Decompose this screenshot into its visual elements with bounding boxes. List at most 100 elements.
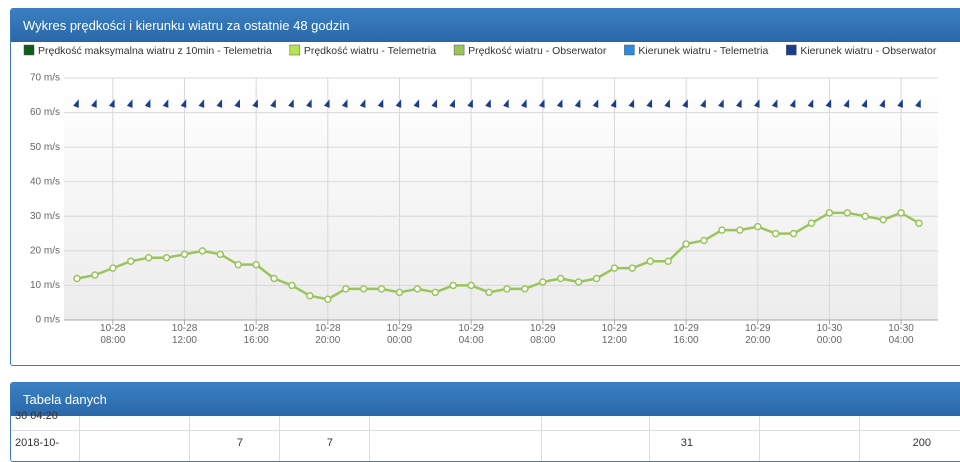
data-point bbox=[270, 274, 278, 283]
x-tick-label: 10-29 12:00 bbox=[601, 323, 628, 346]
direction-arrow bbox=[126, 99, 133, 108]
chart: Prędkość maksymalna wiatru z 10min - Tel… bbox=[23, 44, 938, 326]
row-divider bbox=[11, 430, 960, 431]
direction-arrow bbox=[789, 99, 796, 108]
data-point bbox=[897, 209, 905, 217]
legend-label: Prędkość maksymalna wiatru z 10min - Tel… bbox=[38, 45, 272, 57]
data-point bbox=[807, 219, 816, 227]
data-point bbox=[341, 285, 350, 293]
data-point bbox=[628, 264, 637, 272]
direction-arrow bbox=[538, 99, 545, 108]
x-tick-label: 10-29 08:00 bbox=[529, 323, 556, 346]
data-point bbox=[306, 292, 314, 300]
x-tick-label: 10-29 04:00 bbox=[458, 323, 484, 346]
x-tick-label: 10-30 00:00 bbox=[816, 323, 843, 346]
direction-arrow bbox=[306, 99, 312, 108]
direction-arrow bbox=[753, 99, 760, 108]
direction-arrow bbox=[915, 99, 921, 108]
direction-arrow bbox=[485, 99, 491, 108]
data-point bbox=[521, 285, 529, 293]
table-divider bbox=[189, 416, 190, 461]
y-tick-label: 0 m/s bbox=[36, 315, 60, 326]
page: Wykres prędkości i kierunku wiatru za os… bbox=[10, 8, 960, 462]
data-point bbox=[377, 285, 386, 293]
direction-arrow bbox=[771, 99, 778, 108]
x-tick-label: 10-28 12:00 bbox=[171, 323, 198, 346]
data-point bbox=[646, 257, 655, 265]
direction-arrow bbox=[359, 99, 366, 108]
direction-arrow bbox=[879, 99, 885, 108]
legend-swatch bbox=[23, 44, 35, 56]
direction-arrow bbox=[180, 99, 187, 108]
direction-arrow bbox=[664, 99, 670, 108]
data-point bbox=[861, 212, 870, 221]
data-point bbox=[754, 222, 762, 231]
direction-arrow bbox=[628, 99, 635, 108]
x-tick-label: 10-28 16:00 bbox=[243, 323, 269, 346]
panel-title: Wykres prędkości i kierunku wiatru za os… bbox=[11, 9, 960, 42]
data-point bbox=[843, 209, 852, 217]
direction-arrow bbox=[395, 99, 402, 108]
direction-arrow bbox=[610, 99, 617, 108]
y-tick-label: 70 m/s bbox=[30, 73, 60, 84]
y-tick-label: 60 m/s bbox=[30, 107, 60, 118]
direction-arrow bbox=[234, 99, 241, 108]
direction-arrow bbox=[467, 99, 473, 108]
direction-arrow bbox=[341, 99, 348, 108]
direction-arrow bbox=[323, 99, 330, 108]
table-divider bbox=[649, 416, 650, 461]
data-point bbox=[109, 264, 117, 272]
legend-swatch bbox=[624, 44, 635, 56]
data-point bbox=[539, 278, 547, 286]
x-tick-label: 10-29 16:00 bbox=[673, 323, 699, 346]
y-tick-label: 30 m/s bbox=[30, 211, 60, 222]
direction-arrow bbox=[736, 99, 742, 108]
data-point bbox=[915, 219, 923, 227]
x-tick-label: 10-29 00:00 bbox=[386, 323, 413, 346]
data-point bbox=[503, 285, 511, 293]
table-divider bbox=[541, 416, 542, 461]
direction-arrow bbox=[807, 99, 814, 108]
x-tick-label: 10-28 20:00 bbox=[315, 323, 341, 346]
direction-arrow bbox=[377, 99, 384, 108]
data-point bbox=[789, 229, 798, 238]
table-divider bbox=[79, 416, 80, 461]
data-point bbox=[879, 215, 887, 224]
table-cell: 2018-10- bbox=[15, 437, 60, 449]
data-point bbox=[91, 271, 99, 279]
data-point bbox=[718, 226, 726, 234]
x-tick-label: 10-30 04:00 bbox=[888, 323, 914, 346]
data-point bbox=[467, 281, 475, 290]
data-point bbox=[180, 250, 189, 259]
data-point bbox=[771, 229, 780, 238]
direction-arrow bbox=[825, 99, 832, 108]
direction-arrow bbox=[861, 99, 868, 108]
direction-arrow bbox=[288, 99, 294, 108]
data-point bbox=[216, 250, 225, 259]
direction-arrow bbox=[413, 99, 420, 108]
direction-arrow bbox=[73, 99, 79, 108]
direction-arrow bbox=[592, 99, 599, 108]
direction-arrow bbox=[503, 99, 509, 108]
direction-arrow bbox=[431, 99, 438, 108]
legend-swatch bbox=[453, 44, 465, 56]
table-divider bbox=[859, 416, 860, 461]
x-tick-label: 10-28 08:00 bbox=[100, 323, 126, 346]
direction-arrow bbox=[646, 99, 653, 108]
data-point bbox=[449, 281, 457, 290]
y-tick-label: 40 m/s bbox=[30, 176, 60, 187]
direction-arrow bbox=[897, 99, 903, 108]
direction-arrow bbox=[574, 99, 581, 108]
y-tick-label: 10 m/s bbox=[30, 280, 60, 291]
data-point bbox=[825, 209, 834, 217]
data-point bbox=[485, 288, 493, 297]
panel-title: Tabela danych bbox=[11, 383, 960, 416]
direction-arrow bbox=[718, 99, 724, 108]
data-point bbox=[395, 288, 404, 297]
legend-label: Kierunek wiatru - Obserwator bbox=[800, 45, 936, 57]
data-point bbox=[574, 278, 583, 286]
data-point bbox=[736, 226, 744, 234]
direction-arrow bbox=[216, 99, 223, 108]
chart-panel: Wykres prędkości i kierunku wiatru za os… bbox=[10, 8, 960, 366]
direction-arrow bbox=[162, 99, 169, 108]
